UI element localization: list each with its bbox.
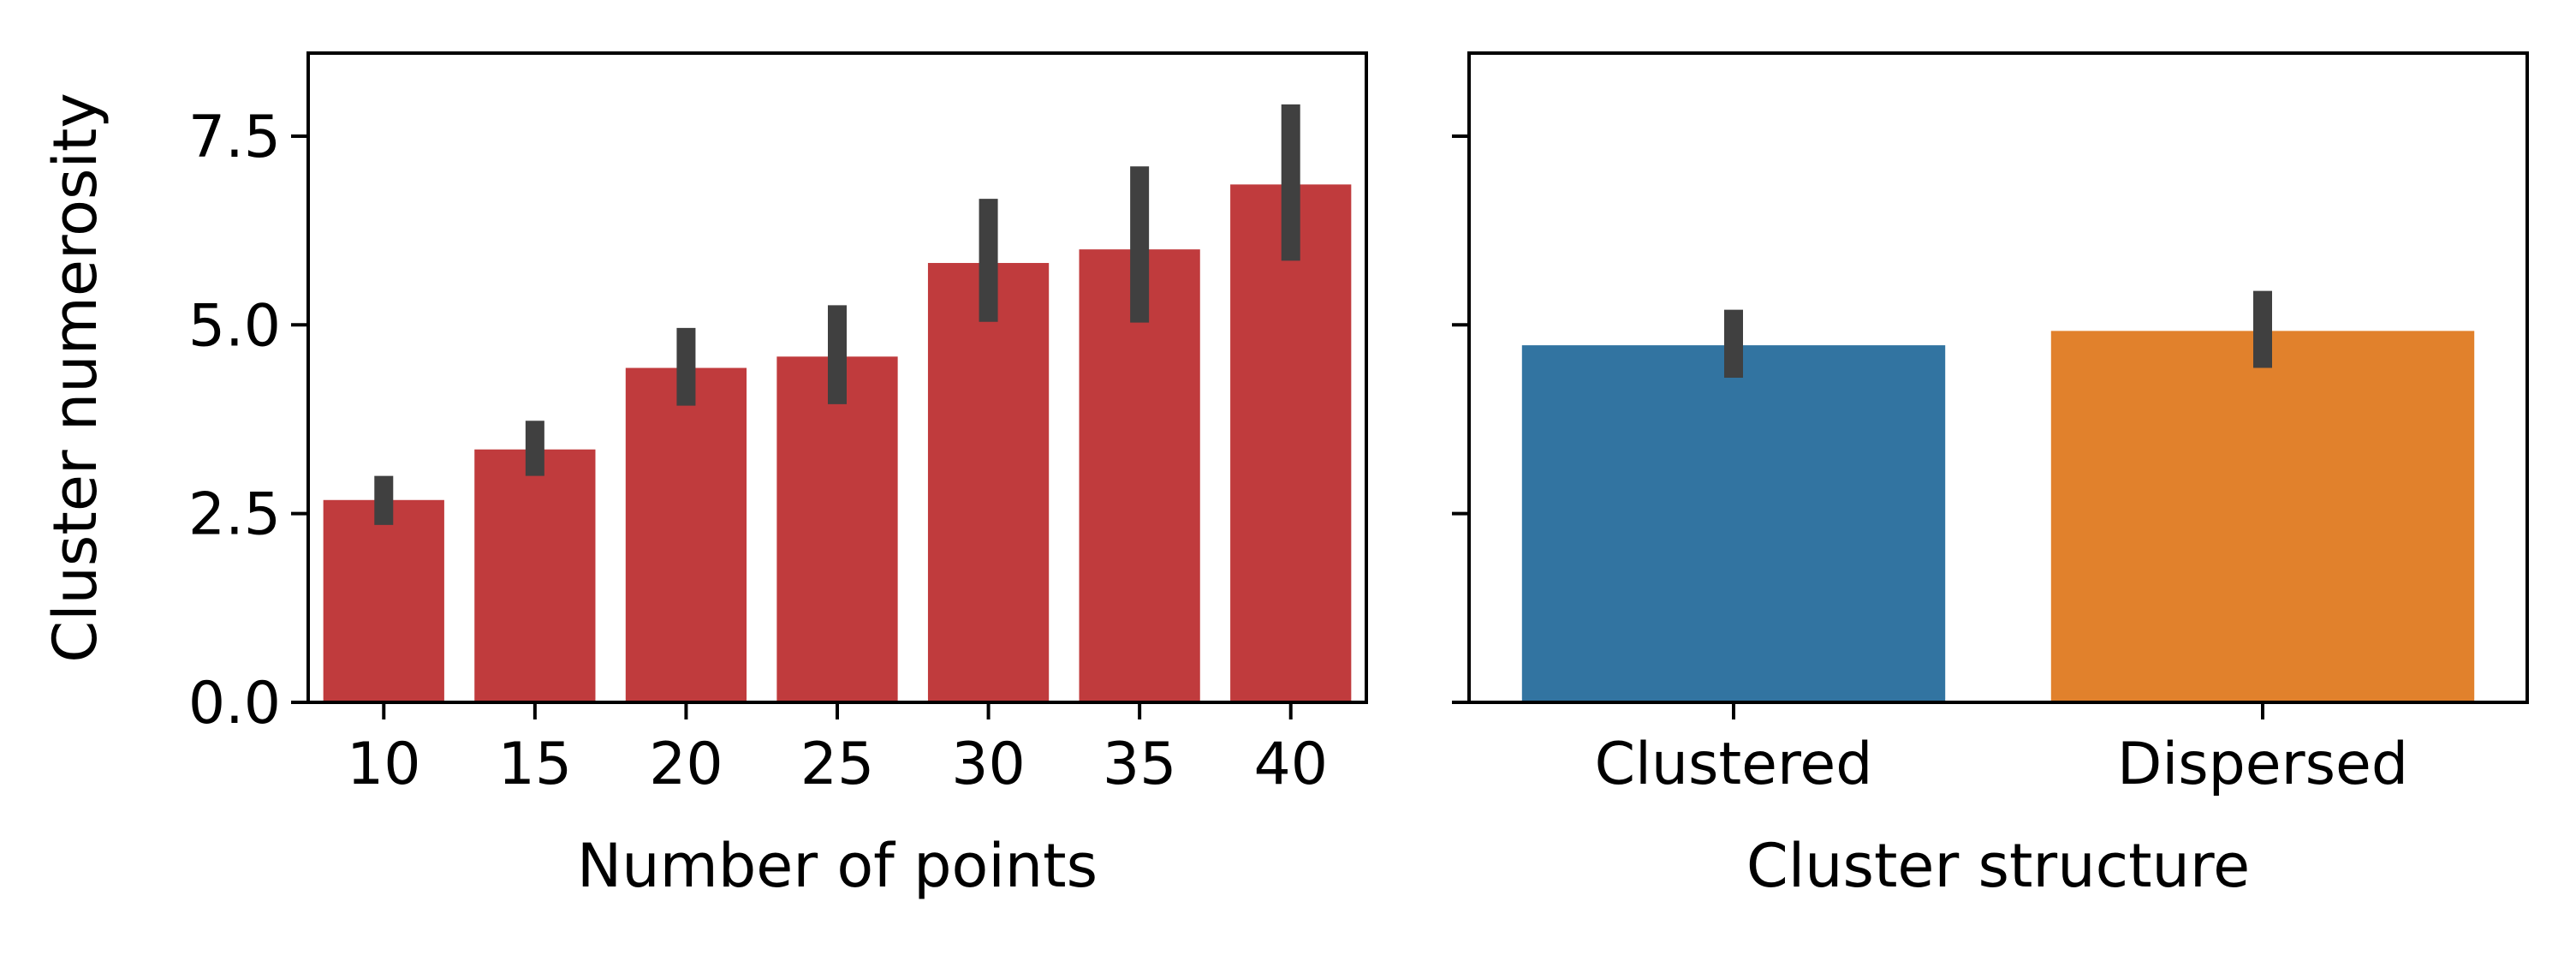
x-tick-label: 30 — [951, 731, 1026, 798]
bar-15 — [474, 449, 596, 702]
y-tick-label: 5.0 — [188, 292, 281, 360]
bar-40 — [1230, 184, 1352, 702]
x-axis-label: Cluster structure — [1746, 831, 2250, 901]
y-tick-label: 2.5 — [188, 481, 281, 549]
x-tick-label: Dispersed — [2117, 731, 2408, 798]
y-tick-label: 7.5 — [188, 104, 281, 171]
y-axis-label: Cluster numerosity — [40, 93, 110, 663]
bar-dispersed — [2050, 331, 2475, 702]
x-tick-label: 15 — [498, 731, 573, 798]
bar-35 — [1079, 249, 1200, 702]
bar-30 — [927, 263, 1050, 702]
bar-clustered — [1521, 345, 1946, 702]
bar-25 — [776, 356, 898, 702]
x-tick-label: 20 — [649, 731, 723, 798]
x-tick-label: 10 — [347, 731, 421, 798]
x-tick-label: 25 — [800, 731, 875, 798]
chart-left-number-of-points: 10 15 20 25 30 35 40 0.0 2.5 5.0 7.5 Number of poin… — [40, 51, 1368, 901]
bar-20 — [625, 367, 747, 702]
x-tick-label: 40 — [1253, 731, 1328, 798]
x-axis-label: Number of points — [577, 831, 1098, 901]
x-tick-label: Clustered — [1595, 731, 1873, 798]
chart-right-cluster-structure: Clustered Dispersed Cluster structure — [1452, 51, 2529, 901]
x-tick-label: 35 — [1103, 731, 1177, 798]
axes-frame — [1467, 51, 2529, 704]
bar-10 — [323, 499, 444, 702]
y-tick-label: 0.0 — [188, 670, 281, 737]
